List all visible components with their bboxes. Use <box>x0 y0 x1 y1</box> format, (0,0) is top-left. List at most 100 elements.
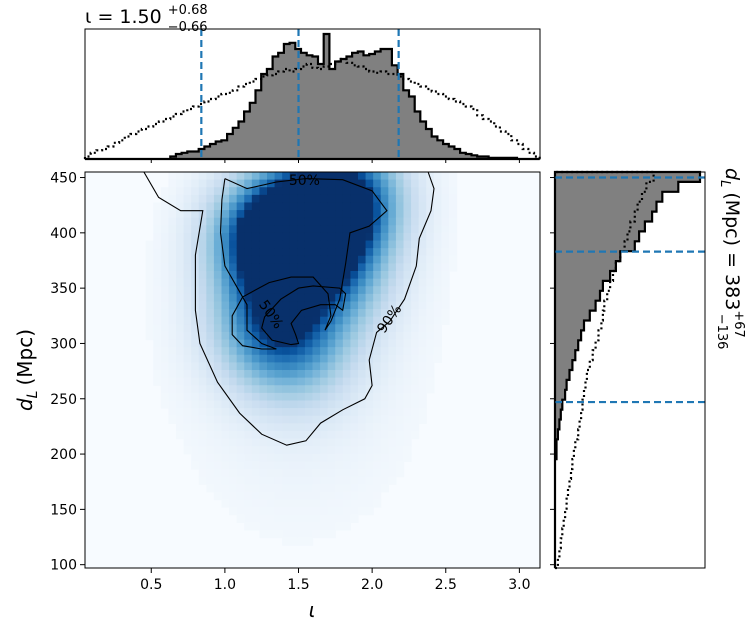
heatmap-cell <box>327 446 336 455</box>
heatmap-cell <box>411 278 420 287</box>
heatmap-cell <box>342 187 352 196</box>
heatmap-cell <box>267 263 276 272</box>
heatmap-cell <box>418 194 427 204</box>
heatmap-cell <box>365 232 374 242</box>
heatmap-cell <box>297 301 306 310</box>
heatmap-cell <box>441 172 450 181</box>
heatmap-cell <box>327 331 336 341</box>
heatmap-cell <box>365 293 374 303</box>
heatmap-cell <box>441 179 450 188</box>
heatmap-cell <box>320 271 329 280</box>
heatmap-cell <box>176 202 185 211</box>
heatmap-cell <box>221 347 230 356</box>
heatmap-cell <box>289 453 298 462</box>
heatmap-cell <box>191 210 200 219</box>
heatmap-cell <box>244 446 253 455</box>
heatmap-cell <box>365 339 374 348</box>
heatmap-cell <box>335 240 344 249</box>
heatmap-cell <box>441 225 450 234</box>
heatmap-cell <box>297 210 306 219</box>
heatmap-cell <box>327 278 336 287</box>
heatmap-cell <box>342 324 352 333</box>
heatmap-cell <box>312 499 321 508</box>
heatmap-cell <box>229 293 238 303</box>
heatmap-cell <box>388 370 397 379</box>
heatmap-cell <box>160 400 170 409</box>
heatmap-cell <box>312 438 321 447</box>
heatmap-cell <box>267 225 276 234</box>
heatmap-cell <box>213 339 223 348</box>
heatmap-cell <box>244 476 253 485</box>
heatmap-cell <box>244 217 253 226</box>
heatmap-cell <box>191 324 200 333</box>
heatmap-cell <box>198 339 207 348</box>
heatmap-cell <box>183 370 192 379</box>
heatmap-cell <box>327 202 336 211</box>
heatmap-cell <box>304 194 314 204</box>
heatmap-cell <box>388 331 397 341</box>
heatmap-cell <box>206 430 215 440</box>
heatmap-cell <box>373 210 382 219</box>
heatmap-cell <box>418 392 427 402</box>
heatmap-cell <box>403 331 412 341</box>
heatmap-cell <box>380 316 389 325</box>
heatmap-cell <box>342 347 352 356</box>
heatmap-cell <box>244 179 253 188</box>
heatmap-cell <box>267 354 276 363</box>
heatmap-cell <box>327 263 336 272</box>
heatmap-cell <box>198 453 207 462</box>
heatmap-cell <box>373 309 382 318</box>
heatmap-cell <box>213 415 223 424</box>
heatmap-cell <box>365 316 374 325</box>
heatmap-cell <box>433 240 443 249</box>
heatmap-cell <box>335 255 344 264</box>
heatmap-cell <box>320 309 329 318</box>
heatmap-cell <box>304 187 314 196</box>
heatmap-cell <box>168 347 177 356</box>
heatmap-cell <box>373 400 382 409</box>
heatmap-cell <box>373 423 382 432</box>
heatmap-cell <box>274 286 283 295</box>
heatmap-cell <box>176 385 185 394</box>
heatmap-cell <box>327 392 336 402</box>
heatmap-cell <box>176 347 185 356</box>
heatmap-cell <box>297 179 306 188</box>
heatmap-cell <box>418 232 427 242</box>
heatmap-cell <box>289 202 298 211</box>
heatmap-cell <box>365 225 374 234</box>
heatmap-cell <box>236 324 245 333</box>
heatmap-cell <box>403 392 412 402</box>
heatmap-cell <box>395 446 405 455</box>
heatmap-cell <box>236 354 245 363</box>
heatmap-cell <box>244 423 253 432</box>
heatmap-cell <box>358 499 367 508</box>
heatmap-cell <box>289 392 298 402</box>
heatmap-cell <box>251 446 261 455</box>
heatmap-cell <box>274 331 283 341</box>
heatmap-cell <box>206 187 215 196</box>
heatmap-cell <box>327 339 336 348</box>
heatmap-cell <box>350 187 359 196</box>
heatmap-cell <box>213 446 223 455</box>
heatmap-cell <box>335 522 344 531</box>
heatmap-cell <box>274 522 283 531</box>
heatmap-cell <box>251 172 261 181</box>
heatmap-cell <box>244 362 253 371</box>
heatmap-cell <box>274 453 283 462</box>
heatmap-cell <box>388 194 397 204</box>
heatmap-cell <box>358 194 367 204</box>
heatmap-cell <box>327 385 336 394</box>
heatmap-cell <box>388 438 397 447</box>
heatmap-cell <box>198 278 207 287</box>
heatmap-cell <box>206 263 215 272</box>
heatmap-cell <box>251 476 261 485</box>
heatmap-cell <box>168 210 177 219</box>
heatmap-cell <box>350 278 359 287</box>
heatmap-cell <box>198 430 207 440</box>
heatmap-cell <box>335 507 344 516</box>
heatmap-cell <box>259 514 268 523</box>
heatmap-cell <box>418 400 427 409</box>
heatmap-cell <box>395 324 405 333</box>
heatmap-cell <box>388 453 397 462</box>
heatmap-cell <box>358 255 367 264</box>
